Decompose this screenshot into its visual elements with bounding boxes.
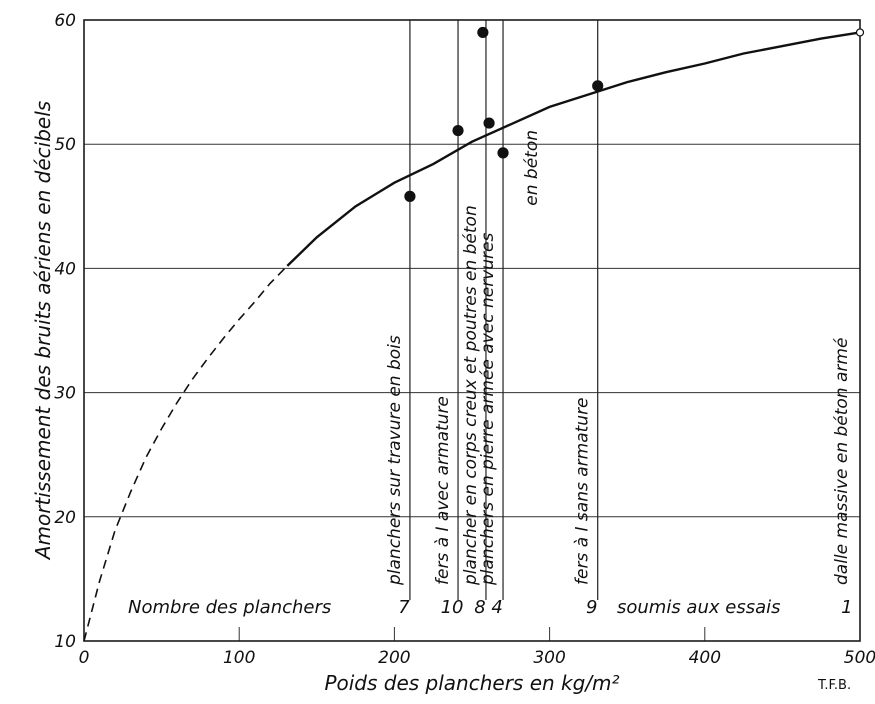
floor-type-label-4: fers à I sans armature — [573, 397, 593, 585]
floor-count-2: 8 — [474, 597, 485, 618]
count-row-prefix: Nombre des planchers — [128, 597, 331, 618]
x-tick-labels: 0 100 200 300 400 500 — [79, 648, 875, 668]
floor-type-label-3: planchers en pierre armée avec nervures — [478, 233, 498, 586]
x-tick-200: 200 — [378, 648, 410, 668]
x-axis-label: Poids des planchers en kg/m² — [324, 671, 619, 695]
x-tick-400: 400 — [689, 648, 721, 668]
signature: T.F.B. — [817, 678, 851, 693]
y-tick-20: 20 — [54, 508, 76, 528]
data-point-1 — [452, 124, 464, 137]
floor-type-label-0: planchers sur travure en bois — [385, 335, 405, 586]
floor-type-label-2: plancher en corps creux et poutres en bé… — [461, 205, 481, 586]
floor-type-label-3-line2: en béton — [522, 130, 542, 206]
data-point-6 — [855, 28, 865, 37]
y-tick-60: 60 — [54, 11, 76, 31]
data-point-2 — [477, 26, 489, 39]
y-tick-40: 40 — [54, 259, 76, 279]
floor-counts: 7 10 8 4 9 1 — [398, 597, 852, 618]
floor-type-label-5: dalle massive en béton armé — [832, 338, 852, 585]
y-tick-10: 10 — [54, 632, 76, 652]
y-axis-label: Amortissement des bruits aériens en déci… — [31, 101, 55, 561]
floor-count-1: 10 — [441, 597, 464, 618]
curve-solid — [286, 31, 861, 267]
y-tick-50: 50 — [54, 135, 76, 155]
x-tick-300: 300 — [533, 648, 565, 668]
floor-count-5: 1 — [841, 597, 852, 618]
floor-type-label-1: fers à I avec armature — [433, 396, 453, 585]
x-tick-100: 100 — [223, 648, 255, 668]
data-point-0 — [404, 190, 416, 202]
floor-count-3: 4 — [491, 597, 502, 618]
trend-curve — [83, 31, 861, 642]
x-tick-500: 500 — [844, 648, 875, 668]
curve-dashed — [83, 265, 288, 642]
data-point-3 — [483, 117, 495, 129]
data-point-4 — [497, 147, 509, 159]
grid — [84, 143, 860, 641]
y-tick-30: 30 — [54, 384, 76, 404]
x-tick-0: 0 — [79, 648, 90, 668]
y-tick-labels: 10 20 30 40 50 60 — [54, 11, 76, 652]
floor-type-labels: planchers sur travure en bois fers à I av… — [385, 130, 852, 586]
floor-type-lines — [409, 20, 599, 600]
count-row-suffix: soumis aux essais — [617, 597, 781, 618]
data-point-5 — [592, 80, 604, 92]
floor-count-0: 7 — [398, 597, 410, 618]
plot-frame — [83, 19, 861, 642]
floor-count-4: 9 — [586, 597, 597, 618]
data-points — [404, 26, 865, 202]
